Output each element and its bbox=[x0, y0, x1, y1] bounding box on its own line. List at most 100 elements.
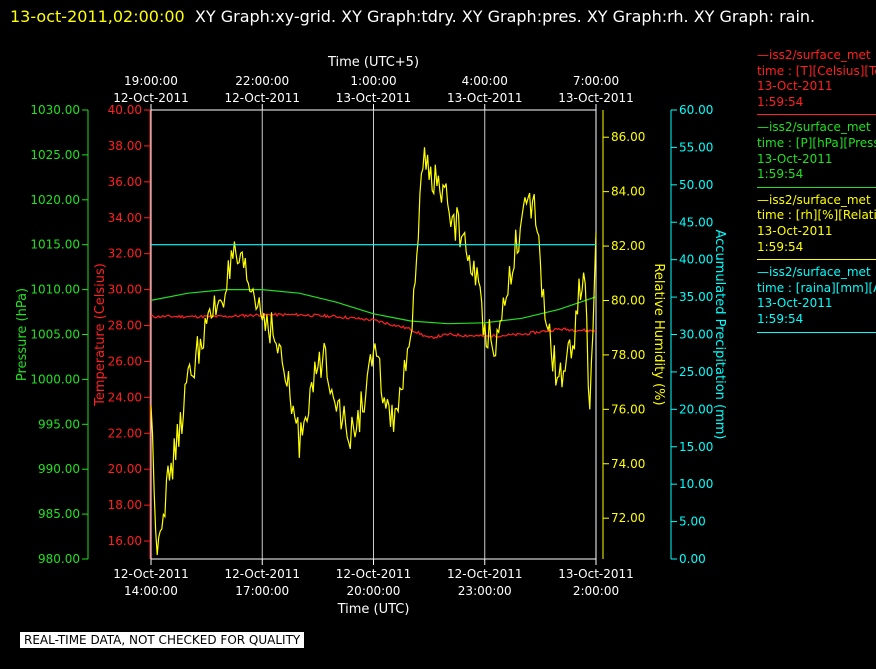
legend-field: time : [rh][%][Relati bbox=[757, 208, 876, 223]
legend: —iss2/surface_met time : [T][Celsius][Te 1… bbox=[757, 48, 876, 338]
series-line-temperature bbox=[150, 312, 596, 340]
humidity-tick-label: 80.00 bbox=[611, 293, 645, 307]
temperature-tick-label: 22.00 bbox=[108, 426, 142, 440]
x-top-tick-label-date: 12-Oct-2011 bbox=[224, 91, 300, 105]
x-tick-label-time: 14:00:00 bbox=[124, 584, 178, 598]
temperature-tick-label: 30.00 bbox=[108, 283, 142, 297]
precipitation-tick-label: 50.00 bbox=[679, 178, 713, 192]
legend-date: 13-Oct-2011 bbox=[757, 223, 833, 238]
legend-separator bbox=[757, 331, 876, 333]
precipitation-tick-label: 10.00 bbox=[679, 477, 713, 491]
temperature-tick-label: 28.00 bbox=[108, 319, 142, 333]
precipitation-tick-label: 30.00 bbox=[679, 328, 713, 342]
pressure-tick-label: 1025.00 bbox=[30, 148, 80, 162]
x-tick-label-time: 20:00:00 bbox=[347, 584, 401, 598]
legend-entry: —iss2/surface_met time : [T][Celsius][Te 1… bbox=[757, 48, 876, 116]
x-tick-label-date: 12-Oct-2011 bbox=[336, 567, 412, 581]
precipitation-tick-label: 55.00 bbox=[679, 140, 713, 154]
legend-date: 13-Oct-2011 bbox=[757, 79, 833, 94]
pressure-tick-label: 1030.00 bbox=[30, 103, 80, 117]
temperature-tick-label: 34.00 bbox=[108, 211, 142, 225]
x-top-tick-label-time: 4:00:00 bbox=[462, 74, 508, 88]
temperature-tick-label: 40.00 bbox=[108, 103, 142, 117]
legend-separator bbox=[757, 259, 876, 261]
legend-time: 1:59:54 bbox=[757, 311, 804, 326]
pressure-tick-label: 1020.00 bbox=[30, 193, 80, 207]
humidity-tick-label: 86.00 bbox=[611, 130, 645, 144]
temperature-tick-label: 32.00 bbox=[108, 247, 142, 261]
pressure-tick-label: 990.00 bbox=[38, 462, 80, 476]
precipitation-tick-label: 20.00 bbox=[679, 402, 713, 416]
precipitation-tick-label: 15.00 bbox=[679, 440, 713, 454]
legend-separator bbox=[757, 186, 876, 188]
temperature-tick-label: 36.00 bbox=[108, 175, 142, 189]
precipitation-tick-label: 40.00 bbox=[679, 253, 713, 267]
x-top-tick-label-time: 19:00:00 bbox=[124, 74, 178, 88]
x-axis-label: Time (UTC) bbox=[337, 602, 410, 617]
temperature-tick-label: 20.00 bbox=[108, 462, 142, 476]
humidity-tick-label: 78.00 bbox=[611, 348, 645, 362]
pressure-tick-label: 980.00 bbox=[38, 552, 80, 566]
legend-field: time : [P][hPa][Press bbox=[757, 135, 876, 150]
page-title: 13-oct-2011,02:00:00 XY Graph:xy-grid. X… bbox=[10, 2, 870, 31]
humidity-tick-label: 72.00 bbox=[611, 511, 645, 525]
temperature-tick-label: 38.00 bbox=[108, 139, 142, 153]
legend-name: —iss2/surface_met bbox=[757, 48, 871, 62]
x-tick-label-date: 12-Oct-2011 bbox=[113, 567, 189, 581]
legend-field: time : [raina][mm][Ac bbox=[757, 280, 876, 295]
x-top-tick-label-time: 1:00:00 bbox=[350, 74, 396, 88]
x-top-axis-label: Time (UTC+5) bbox=[327, 55, 419, 70]
legend-separator bbox=[757, 114, 876, 116]
humidity-tick-label: 82.00 bbox=[611, 239, 645, 253]
x-top-tick-label-time: 7:00:00 bbox=[573, 74, 619, 88]
legend-field: time : [T][Celsius][Te bbox=[757, 63, 876, 78]
temperature-axis-label: Temperature (Celsius) bbox=[93, 263, 108, 407]
temperature-tick-label: 24.00 bbox=[108, 390, 142, 404]
x-top-tick-label-date: 13-Oct-2011 bbox=[447, 91, 523, 105]
temperature-tick-label: 16.00 bbox=[108, 534, 142, 548]
x-top-tick-label-date: 12-Oct-2011 bbox=[113, 91, 189, 105]
legend-time: 1:59:54 bbox=[757, 94, 804, 109]
pressure-tick-label: 1000.00 bbox=[30, 372, 80, 386]
precipitation-tick-label: 0.00 bbox=[679, 552, 706, 566]
pressure-axis-label: Pressure (hPa) bbox=[15, 288, 30, 381]
legend-date: 13-Oct-2011 bbox=[757, 151, 833, 166]
precipitation-tick-label: 45.00 bbox=[679, 215, 713, 229]
precipitation-tick-label: 60.00 bbox=[679, 103, 713, 117]
humidity-tick-label: 74.00 bbox=[611, 457, 645, 471]
precipitation-tick-label: 5.00 bbox=[679, 515, 706, 529]
x-tick-label-date: 12-Oct-2011 bbox=[447, 567, 523, 581]
pressure-tick-label: 985.00 bbox=[38, 507, 80, 521]
pressure-tick-label: 1005.00 bbox=[30, 328, 80, 342]
pressure-tick-label: 995.00 bbox=[38, 417, 80, 431]
graph-titles: XY Graph:xy-grid. XY Graph:tdry. XY Grap… bbox=[194, 7, 816, 26]
x-tick-label-date: 13-Oct-2011 bbox=[558, 567, 634, 581]
x-top-tick-label-date: 13-Oct-2011 bbox=[336, 91, 412, 105]
precipitation-tick-label: 25.00 bbox=[679, 365, 713, 379]
x-top-tick-label-date: 13-Oct-2011 bbox=[558, 91, 634, 105]
temperature-tick-label: 18.00 bbox=[108, 498, 142, 512]
timestamp: 13-oct-2011,02:00:00 bbox=[10, 7, 185, 26]
quality-banner: REAL-TIME DATA, NOT CHECKED FOR QUALITY bbox=[20, 632, 305, 648]
legend-entry: —iss2/surface_met time : [P][hPa][Press 13… bbox=[757, 120, 876, 188]
pressure-tick-label: 1010.00 bbox=[30, 283, 80, 297]
legend-entry: —iss2/surface_met time : [rh][%][Relati 13… bbox=[757, 192, 876, 261]
precipitation-tick-label: 35.00 bbox=[679, 290, 713, 304]
legend-name: —iss2/surface_met bbox=[757, 265, 871, 280]
x-top-tick-label-time: 22:00:00 bbox=[235, 74, 289, 88]
x-tick-label-time: 23:00:00 bbox=[458, 584, 512, 598]
x-tick-label-time: 2:00:00 bbox=[573, 584, 619, 598]
legend-time: 1:59:54 bbox=[757, 167, 804, 182]
humidity-tick-label: 76.00 bbox=[611, 402, 645, 416]
legend-date: 13-Oct-2011 bbox=[757, 296, 833, 311]
humidity-axis-label: Relative Humidity (%) bbox=[651, 263, 666, 405]
precipitation-axis-label: Accumulated Precipitation (mm) bbox=[712, 229, 727, 439]
x-tick-label-time: 17:00:00 bbox=[235, 584, 289, 598]
legend-time: 1:59:54 bbox=[757, 239, 804, 254]
humidity-tick-label: 84.00 bbox=[611, 185, 645, 199]
series-line-pressure bbox=[150, 289, 597, 325]
pressure-tick-label: 1015.00 bbox=[30, 238, 80, 252]
legend-name: —iss2/surface_met bbox=[757, 120, 871, 135]
legend-name: —iss2/surface_met bbox=[757, 192, 871, 207]
